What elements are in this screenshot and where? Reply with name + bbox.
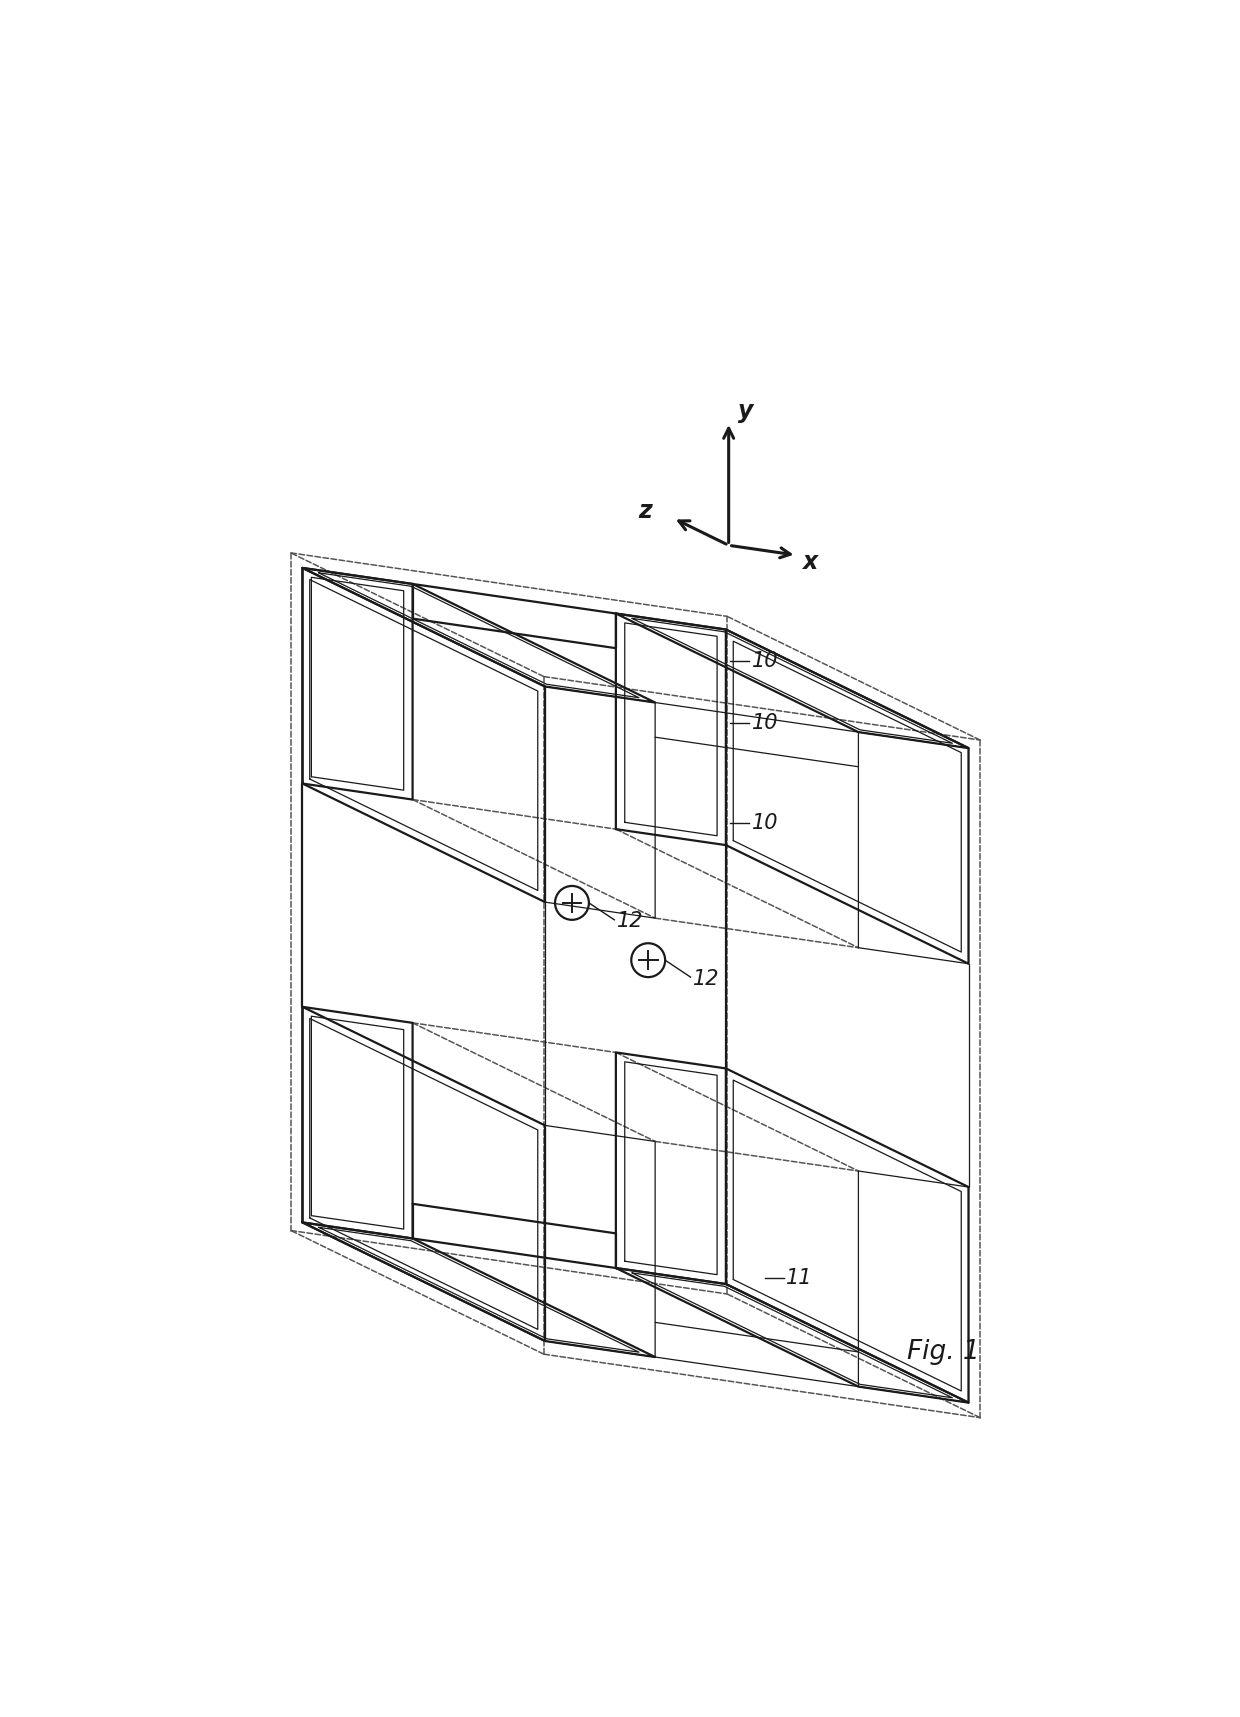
Text: 10: 10 <box>751 651 779 671</box>
Text: 11: 11 <box>786 1269 813 1288</box>
Text: 12: 12 <box>693 968 719 989</box>
Text: Fig. 1: Fig. 1 <box>908 1339 980 1365</box>
Text: 10: 10 <box>751 713 779 733</box>
Text: 12: 12 <box>616 912 644 931</box>
Text: x: x <box>802 549 818 573</box>
Text: z: z <box>639 500 652 524</box>
Text: 10: 10 <box>751 812 779 833</box>
Text: y: y <box>738 400 753 424</box>
